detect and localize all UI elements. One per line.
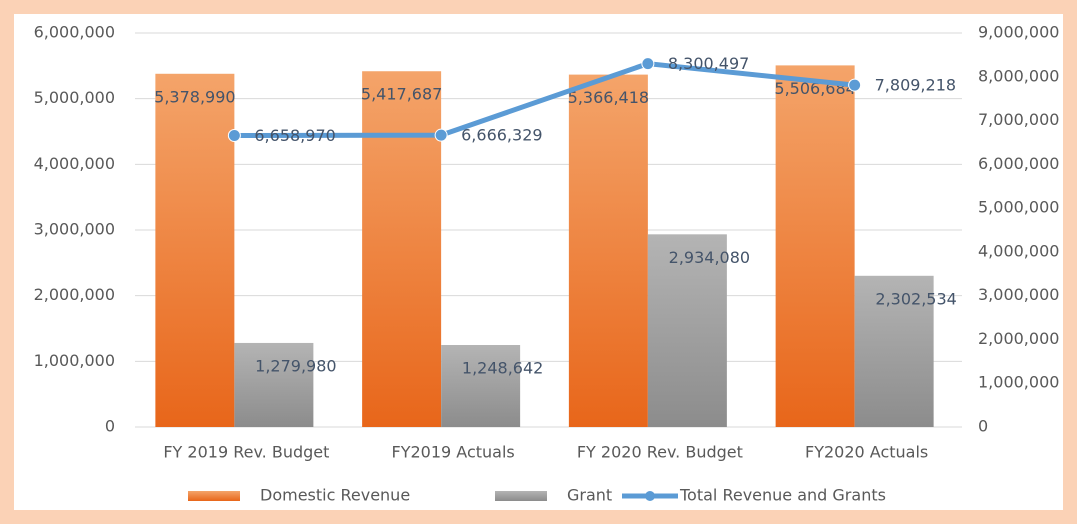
y2-tick-label: 1,000,000 (978, 373, 1059, 392)
legend-swatch (188, 491, 240, 501)
bar (568, 74, 648, 427)
y2-tick-label: 2,000,000 (978, 329, 1059, 348)
bar (362, 71, 442, 427)
data-label: 8,300,497 (668, 54, 749, 73)
legend-label: Grant (567, 486, 612, 505)
y2-tick-label: 9,000,000 (978, 23, 1059, 42)
y-tick-label: 4,000,000 (34, 154, 115, 173)
data-label: 6,666,329 (461, 126, 542, 145)
bar (441, 345, 521, 427)
bar (234, 342, 314, 427)
line-marker (227, 128, 241, 142)
y-tick-label: 3,000,000 (34, 220, 115, 239)
legend-marker (645, 491, 655, 501)
legend-label: Total Revenue and Grants (679, 486, 886, 505)
line (234, 61, 855, 138)
y-tick-label: 2,000,000 (34, 285, 115, 304)
bar (647, 234, 727, 427)
data-label: 7,809,218 (875, 76, 956, 95)
y2-tick-label: 8,000,000 (978, 66, 1059, 85)
data-label: 1,279,980 (255, 356, 336, 375)
data-label: 1,248,642 (462, 359, 543, 378)
bar (155, 73, 235, 427)
bar (854, 275, 934, 427)
y2-tick-label: 7,000,000 (978, 110, 1059, 129)
x-tick-label: FY2019 Actuals (392, 443, 515, 462)
y-tick-label: 5,000,000 (34, 88, 115, 107)
legend-label: Domestic Revenue (260, 486, 410, 505)
legend-swatch (495, 491, 547, 501)
y-tick-label: 6,000,000 (34, 23, 115, 42)
x-tick-label: FY 2019 Rev. Budget (163, 443, 329, 462)
line-marker (641, 57, 655, 71)
x-tick-label: FY2020 Actuals (805, 443, 928, 462)
line-marker (848, 78, 862, 92)
data-label: 5,378,990 (154, 87, 235, 106)
y2-tick-label: 4,000,000 (978, 241, 1059, 260)
y-tick-label: 1,000,000 (34, 351, 115, 370)
y2-tick-label: 0 (978, 417, 988, 436)
bar (775, 65, 855, 428)
data-label: 2,302,534 (875, 289, 956, 308)
y-tick-label: 0 (105, 417, 115, 436)
data-label: 6,658,970 (254, 126, 335, 145)
y2-tick-label: 3,000,000 (978, 285, 1059, 304)
data-label: 5,366,418 (568, 88, 649, 107)
y2-tick-label: 6,000,000 (978, 154, 1059, 173)
data-label: 2,934,080 (669, 248, 750, 267)
x-tick-label: FY 2020 Rev. Budget (577, 443, 743, 462)
y2-tick-label: 5,000,000 (978, 198, 1059, 217)
data-label: 5,417,687 (361, 85, 442, 104)
line-marker (434, 128, 448, 142)
